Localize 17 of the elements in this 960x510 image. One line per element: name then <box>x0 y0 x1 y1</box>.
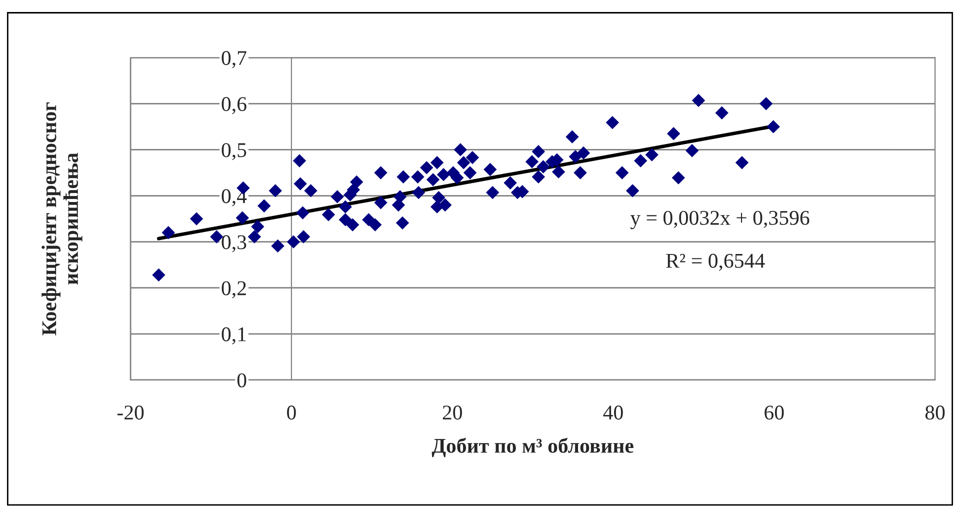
y-tick-label: 0,6 <box>222 97 246 114</box>
x-tick-label: 80 <box>925 406 945 420</box>
y-tick-label: 0,2 <box>222 281 246 298</box>
y-tick-label: 0 <box>237 373 246 388</box>
x-tick-label: -20 <box>117 406 144 420</box>
y-tick-label: 0,3 <box>222 235 246 252</box>
y-axis-title: Коефицијент вредносног искоришћења <box>42 102 82 336</box>
annotation: y = 0,0032x + 0,3596 <box>630 210 810 230</box>
y-tick-label: 0,5 <box>222 143 246 160</box>
x-tick-label: 20 <box>442 406 462 420</box>
y-tick-label: 0,7 <box>222 51 246 68</box>
y-tick-label: 0,1 <box>222 327 246 344</box>
x-axis-title: Добит по м³ обловине <box>432 438 634 458</box>
annotation: R² = 0,6544 <box>666 254 765 271</box>
x-tick-label: 40 <box>603 406 623 420</box>
x-tick-label: 0 <box>287 406 296 420</box>
x-tick-label: 60 <box>764 406 784 420</box>
